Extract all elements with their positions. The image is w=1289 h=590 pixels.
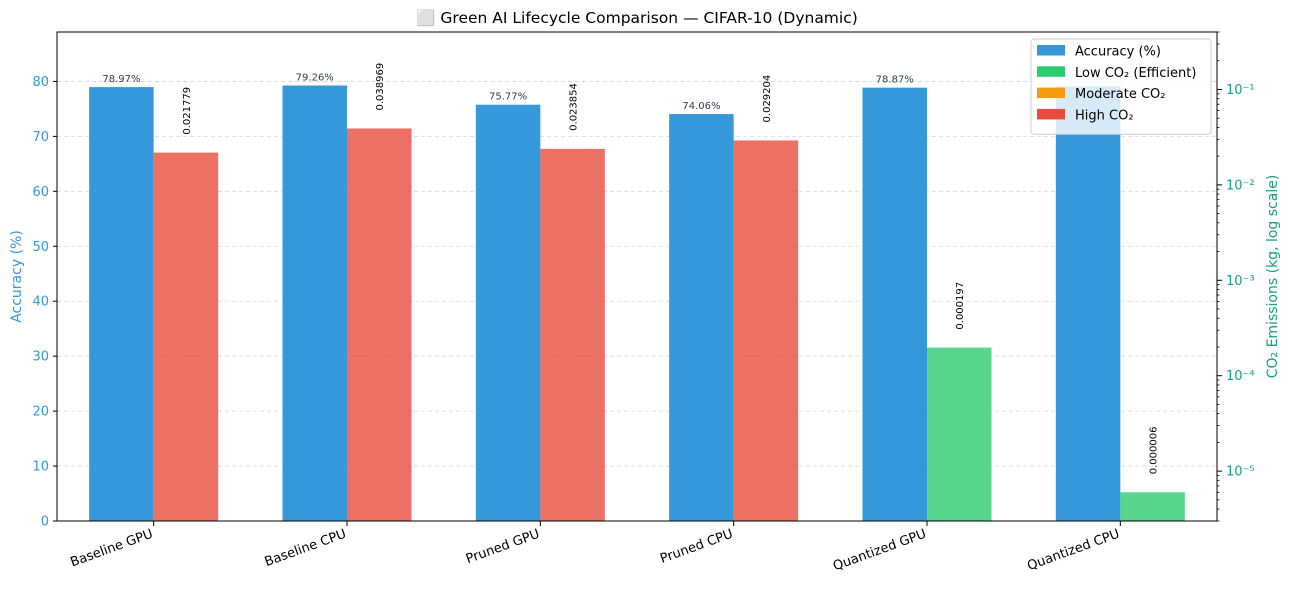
co2-data-label: 0.029204: [762, 75, 773, 123]
y-tick-label: 50: [32, 240, 49, 255]
y-tick-label: 70: [32, 130, 49, 145]
legend-label: Accuracy (%): [1075, 45, 1161, 60]
grid-lines: [57, 81, 1217, 522]
co2-data-label: 0.000006: [1149, 427, 1160, 475]
x-tick-label: Quantized GPU: [831, 527, 928, 575]
co2-data-label: 0.021779: [182, 87, 193, 135]
accuracy-data-label: 79.26%: [296, 73, 334, 84]
legend-swatch: [1037, 108, 1065, 120]
x-tick-label: Quantized CPU: [1025, 527, 1121, 574]
legend-label: High CO₂: [1075, 108, 1134, 123]
x-tick-label: Pruned CPU: [658, 527, 735, 567]
chart-title: ⬜ Green AI Lifecycle Comparison — CIFAR-…: [416, 8, 858, 27]
legend-swatch: [1037, 45, 1065, 56]
accuracy-bar: [475, 104, 541, 521]
accuracy-data-label: 78.87%: [876, 75, 914, 86]
accuracy-data-label: 74.06%: [682, 101, 720, 112]
y2-tick-label: 10⁻⁴: [1226, 369, 1255, 384]
y-tick-label: 60: [32, 185, 49, 200]
legend-swatch: [1037, 87, 1065, 99]
y-tick-label: 30: [32, 350, 49, 365]
accuracy-bar: [89, 87, 154, 522]
y2-axis-label: CO₂ Emissions (kg, log scale): [1265, 175, 1281, 379]
y-tick-label: 20: [32, 405, 49, 420]
co2-bar: [347, 128, 412, 521]
plot-frame: [56, 31, 1218, 522]
y2-tick-label: 10⁻²: [1226, 178, 1255, 193]
legend-label: Moderate CO₂: [1075, 87, 1165, 102]
accuracy-bar: [282, 85, 347, 521]
accuracy-bar: [669, 114, 734, 522]
co2-bar: [1120, 492, 1185, 521]
co2-data-label: 0.038969: [375, 63, 386, 111]
x-tick-label: Baseline CPU: [263, 527, 349, 570]
y2-tick-label: 10⁻¹: [1226, 83, 1255, 98]
y-axis-left: 0 10 20 30 40 50 60 70 80: [32, 75, 57, 530]
y-tick-label: 0: [41, 515, 49, 530]
legend-box: [1030, 38, 1212, 135]
y-tick-label: 10: [32, 460, 49, 475]
co2-bar: [153, 152, 219, 521]
x-tick-label: Pruned GPU: [464, 527, 542, 568]
co2-data-label: 0.023854: [569, 83, 580, 131]
x-tick-label: Baseline GPU: [68, 527, 155, 571]
y-tick-label: 40: [32, 295, 49, 310]
accuracy-data-label: 78.97%: [102, 74, 140, 85]
legend-label: Low CO₂ (Efficient): [1075, 66, 1196, 81]
data-labels-group: 78.97% 0.021779 79.26% 0.038969 75.77% 0.0238…: [102, 63, 1159, 474]
accuracy-bar: [862, 87, 927, 522]
legend-swatch: [1037, 66, 1065, 77]
bars-group: [89, 85, 1185, 522]
y-axis-right: 10⁻⁵ 10⁻⁴ 10⁻³ 10⁻² 10⁻¹: [1217, 31, 1255, 522]
co2-bar: [733, 140, 799, 522]
x-axis: Baseline GPU Baseline CPU Pruned GPU Pruned…: [68, 521, 1122, 575]
accuracy-data-label: 75.77%: [489, 92, 527, 103]
y2-tick-label: 10⁻⁵: [1226, 465, 1255, 480]
y-tick-label: 80: [32, 75, 49, 90]
co2-data-label: 0.000197: [955, 282, 966, 330]
co2-bar: [540, 148, 605, 522]
y2-tick-label: 10⁻³: [1226, 274, 1255, 289]
co2-bar: [927, 347, 992, 521]
y-axis-label: Accuracy (%): [9, 230, 25, 323]
legend: Accuracy (%) Low CO₂ (Efficient) Moderate …: [1030, 38, 1212, 135]
accuracy-bar: [1055, 86, 1121, 521]
